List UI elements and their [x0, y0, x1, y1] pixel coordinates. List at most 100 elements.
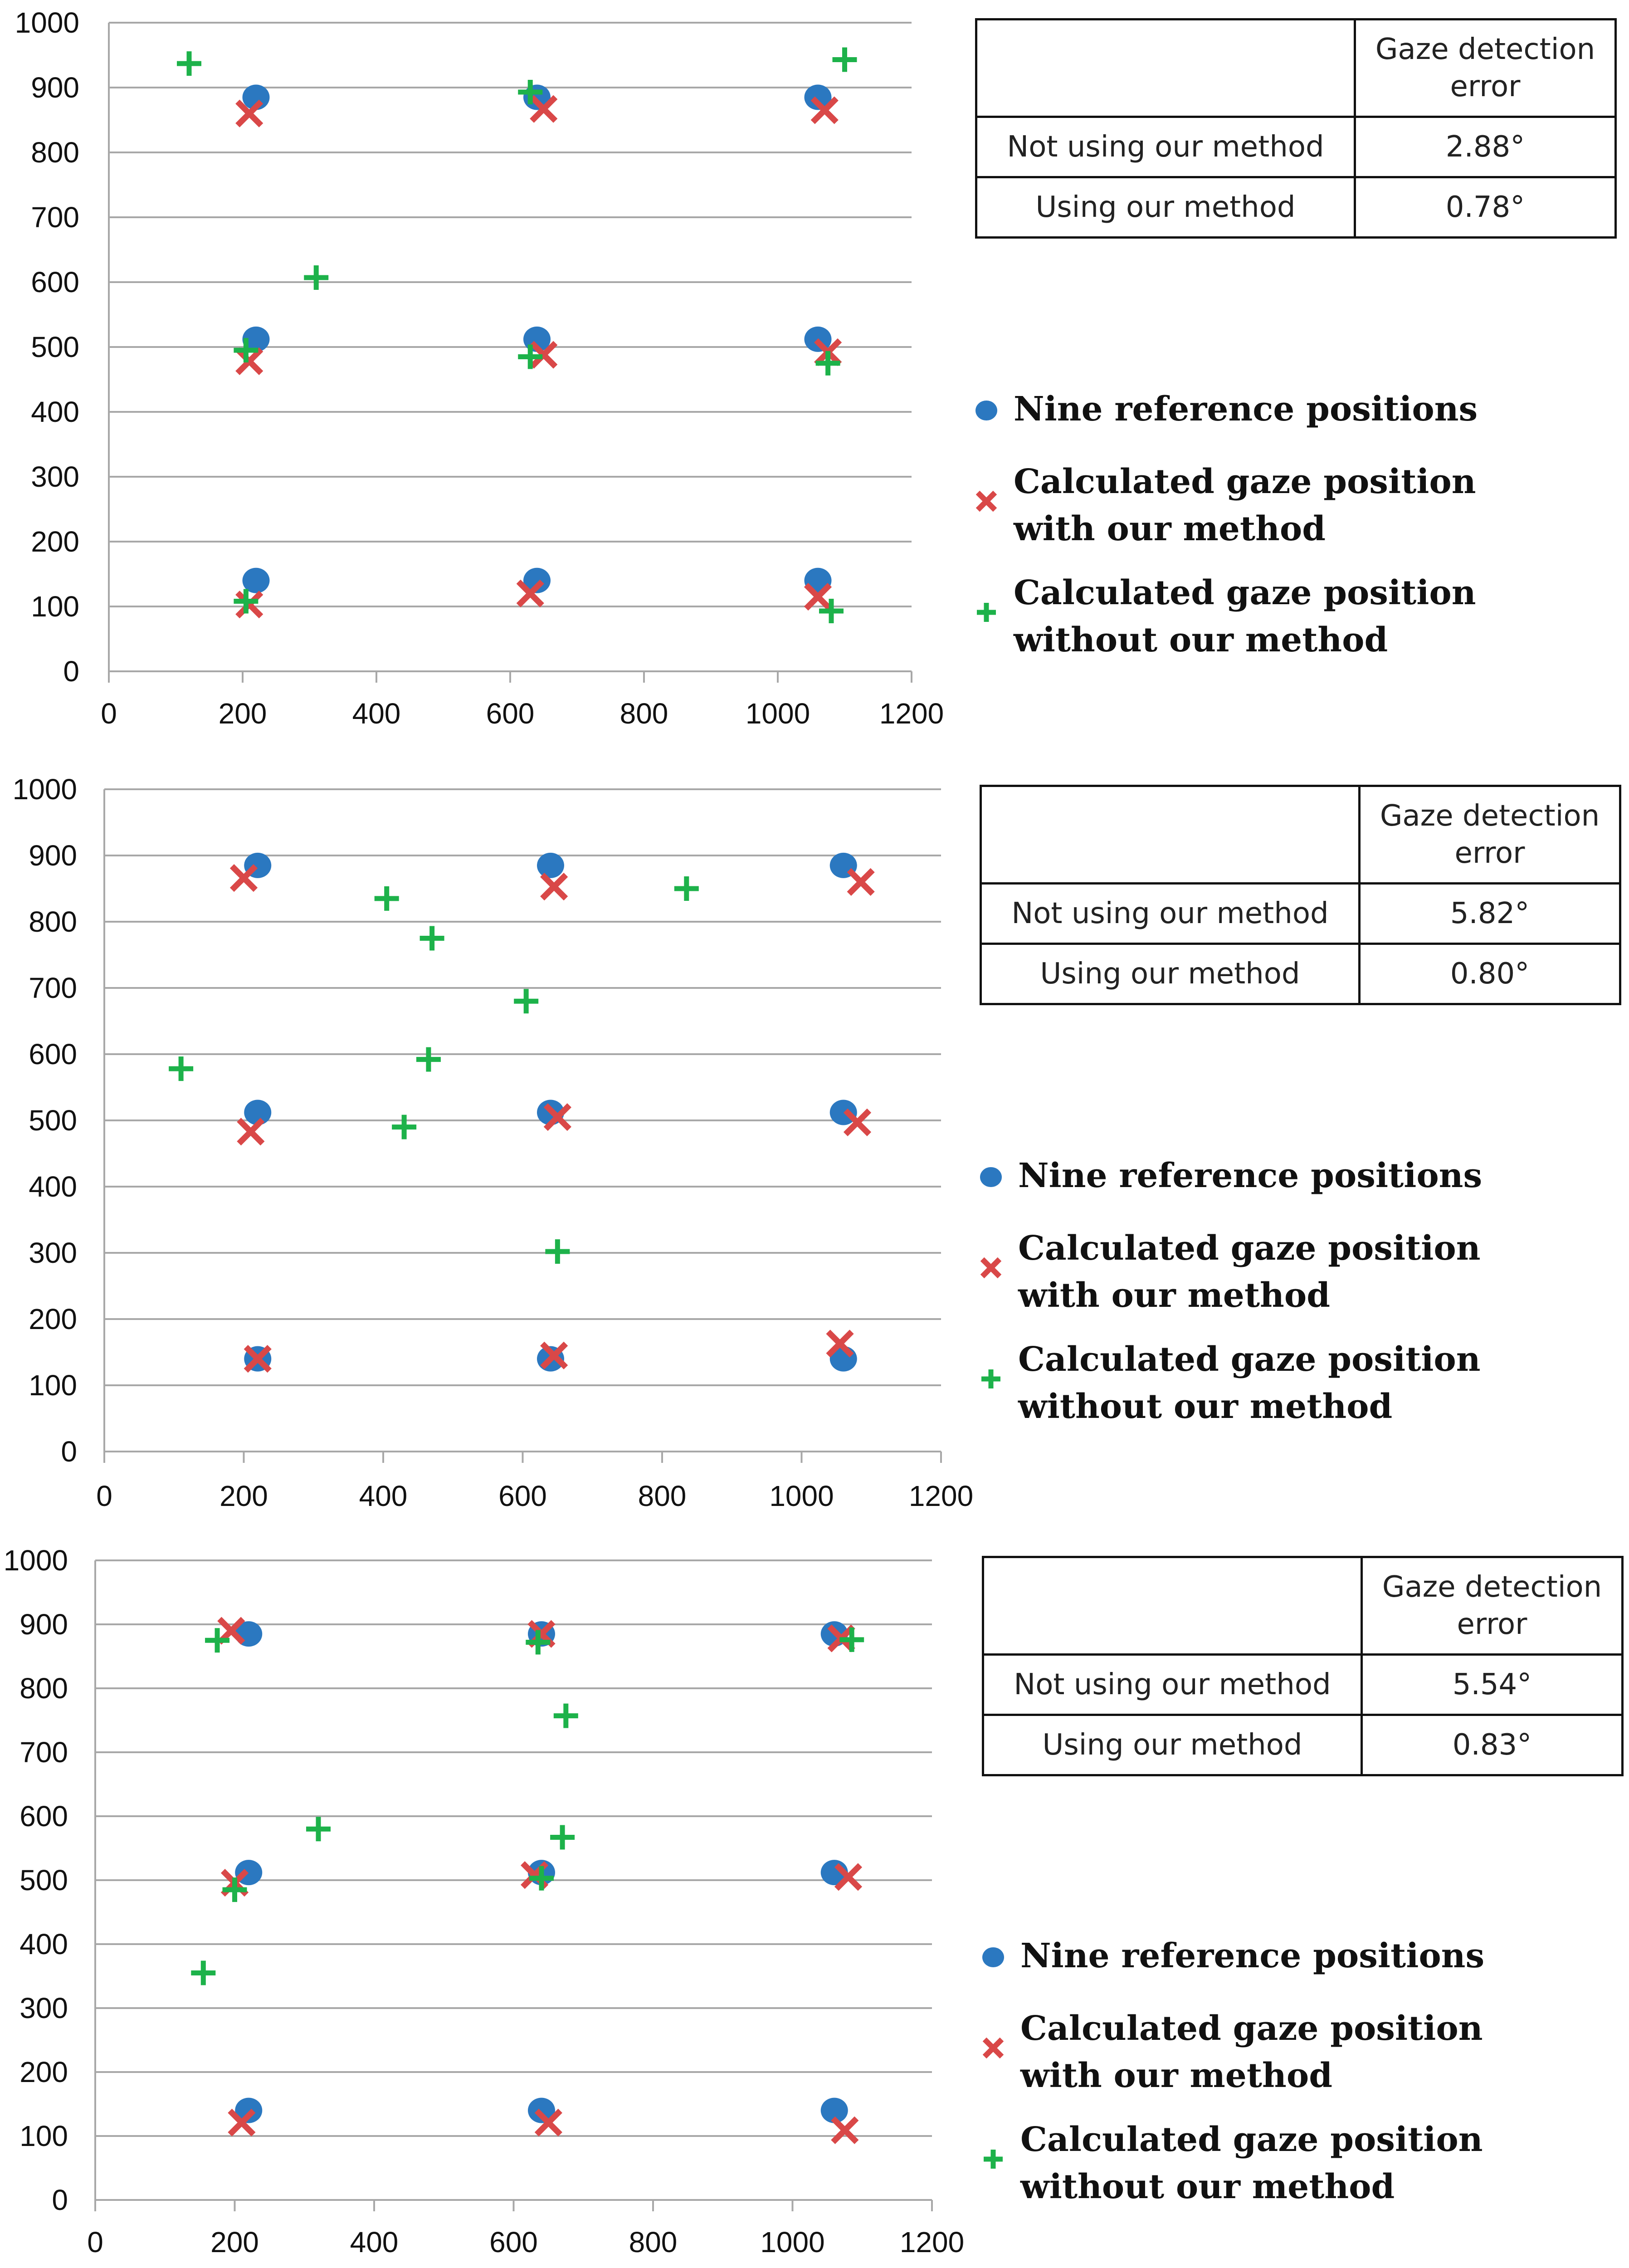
x-tick-label: 1000 — [760, 2226, 824, 2258]
table-header: Gaze detection error — [1361, 1556, 1624, 1656]
chart-panel-2: 0 100 200 300 400 500 600 700 800 900 1000 0 200 400 6… — [0, 767, 1629, 1520]
gaze-point-with-method — [826, 1330, 854, 1358]
gaze-point-without-method — [550, 1825, 575, 1850]
legend-label-without-method: Calculated gaze position without our met… — [1018, 1340, 1481, 1426]
chart-panel-3: 0 100 200 300 400 500 600 700 800 900 1000 0 200 400 6… — [0, 1538, 1629, 2268]
row-value-using: 0.80° — [1358, 943, 1621, 1005]
legend-label-reference: Nine reference positions — [1014, 390, 1478, 429]
y-tick-label: 600 — [20, 1800, 68, 1833]
y-tick-label: 400 — [31, 396, 79, 428]
gaze-point-with-method — [847, 868, 875, 896]
x-tick-label: 1000 — [746, 697, 810, 726]
y-tick-label: 700 — [29, 972, 77, 1004]
gaze-point-with-method — [244, 1345, 272, 1373]
y-tick-label: 800 — [29, 905, 77, 938]
gaze-point-with-method — [237, 1118, 265, 1146]
gaze-point-without-method — [177, 51, 201, 76]
gaze-point-with-method — [543, 1103, 571, 1131]
y-tick-label: 900 — [20, 1608, 68, 1641]
reference-point — [820, 2097, 848, 2123]
gaze-point-without-method — [839, 1627, 864, 1652]
row-value-not-using: 5.54° — [1361, 1653, 1624, 1716]
y-tick-label: 400 — [20, 1928, 68, 1960]
y-tick-label: 1000 — [15, 6, 79, 39]
row-value-using: 0.83° — [1361, 1714, 1624, 1776]
error-table: Gaze detection error Not using our metho… — [982, 1556, 1624, 1776]
gaze-point-with-method — [834, 1863, 863, 1891]
table-header: Gaze detection error — [1358, 785, 1621, 885]
y-tick-label: 500 — [29, 1104, 77, 1137]
x-tick-label: 800 — [629, 2226, 678, 2258]
x-marker-icon — [975, 490, 997, 512]
gaze-point-with-method — [235, 99, 263, 127]
gaze-point-with-method — [540, 873, 568, 901]
x-tick-label: 400 — [359, 1480, 408, 1512]
x-tick-label: 0 — [101, 697, 117, 726]
row-label-using: Using our method — [982, 1714, 1363, 1776]
legend-label-reference: Nine reference positions — [1018, 1156, 1483, 1195]
scatter-plot: 0 100 200 300 400 500 600 700 800 900 1000 0 200 400 6… — [4, 1544, 965, 2258]
gaze-point-with-method — [530, 95, 558, 123]
gaze-point-without-method — [205, 1628, 230, 1653]
gaze-point-without-method — [374, 886, 399, 911]
legend: Nine reference positions Calculated gaze… — [975, 1152, 1519, 1433]
x-tick-label: 400 — [352, 697, 401, 726]
row-label-not-using: Not using our method — [982, 1653, 1363, 1716]
gaze-point-without-method — [553, 1703, 578, 1728]
circle-marker-icon — [982, 1947, 1004, 1967]
legend-label-without-method: Calculated gaze position without our met… — [1014, 573, 1476, 660]
gaze-point-with-method — [804, 582, 832, 611]
y-tick-label: 800 — [31, 136, 79, 169]
y-tick-label: 500 — [31, 331, 79, 363]
x-tick-label: 600 — [486, 697, 535, 726]
reference-point — [528, 2097, 555, 2123]
x-marker-icon — [980, 1257, 1002, 1279]
y-tick-label: 900 — [31, 71, 79, 104]
legend-label-with-method: Calculated gaze position with our method — [1014, 462, 1476, 548]
gaze-point-with-method — [235, 347, 263, 376]
y-tick-label: 100 — [29, 1369, 77, 1402]
reference-point — [523, 567, 551, 593]
row-label-not-using: Not using our method — [980, 882, 1361, 945]
y-tick-label: 1000 — [13, 773, 77, 806]
plus-marker-icon — [984, 2150, 1003, 2169]
legend-label-with-method: Calculated gaze position with our method — [1020, 2009, 1483, 2095]
row-value-not-using: 5.82° — [1358, 882, 1621, 945]
gaze-point-without-method — [545, 1239, 570, 1264]
reference-point — [242, 567, 270, 593]
gaze-point-without-method — [674, 876, 699, 901]
gaze-point-without-method — [514, 989, 539, 1014]
x-tick-label: 1200 — [909, 1480, 973, 1512]
x-tick-label: 1000 — [769, 1480, 834, 1512]
gaze-point-with-method — [235, 591, 263, 619]
x-tick-label: 600 — [498, 1480, 547, 1512]
y-tick-label: 100 — [20, 2120, 68, 2152]
plus-marker-icon — [981, 1369, 1000, 1388]
y-tick-label: 300 — [29, 1237, 77, 1269]
circle-marker-icon — [980, 1167, 1002, 1187]
reference-point — [242, 326, 270, 352]
legend-label-without-method: Calculated gaze position without our met… — [1020, 2120, 1483, 2206]
y-tick-label: 0 — [61, 1435, 77, 1468]
y-tick-label: 100 — [31, 590, 79, 623]
y-tick-label: 700 — [31, 201, 79, 234]
y-tick-label: 200 — [29, 1303, 77, 1335]
gaze-point-with-method — [810, 96, 839, 124]
gaze-point-without-method — [306, 1817, 331, 1842]
reference-point — [537, 852, 564, 878]
gaze-point-without-method — [169, 1056, 194, 1081]
plus-marker-icon — [977, 603, 996, 622]
y-tick-label: 400 — [29, 1170, 77, 1203]
x-tick-label: 0 — [87, 2226, 103, 2258]
y-tick-label: 700 — [20, 1736, 68, 1769]
error-table: Gaze detection error Not using our metho… — [975, 18, 1617, 239]
gaze-point-without-method — [518, 344, 543, 369]
x-marker-icon — [982, 2037, 1004, 2059]
error-table: Gaze detection error Not using our metho… — [980, 785, 1621, 1005]
x-tick-label: 0 — [96, 1480, 112, 1512]
gaze-point-without-method — [234, 589, 258, 614]
gaze-point-without-method — [222, 1877, 247, 1902]
reference-point — [235, 2097, 263, 2123]
table-header-empty — [980, 785, 1361, 885]
y-tick-label: 600 — [31, 266, 79, 298]
